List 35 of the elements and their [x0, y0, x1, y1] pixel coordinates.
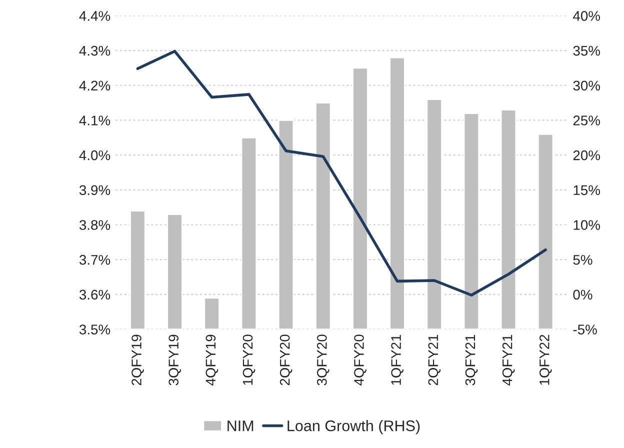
y2-tick-label: 30%	[573, 80, 600, 91]
x-tick-label: 4QFY19	[206, 334, 218, 386]
x-tick-label: 3QFY21	[465, 334, 478, 386]
y-tick-label: 4.4%	[79, 11, 110, 21]
x-tick-label: 2QFY19	[132, 334, 144, 386]
y-tick-label: 4.3%	[79, 46, 110, 56]
y2-tick-label: 0%	[573, 290, 592, 300]
y2-tick-label: 20%	[573, 150, 600, 160]
y-tick-label: 4.1%	[79, 116, 110, 126]
y2-tick-label: 35%	[573, 46, 600, 56]
legend-label: NIM	[228, 420, 254, 432]
y2-tick-label: 10%	[574, 220, 600, 230]
y2-tick-label: 40%	[573, 11, 600, 21]
y-tick-label: 3.9%	[79, 185, 110, 196]
y-tick-label: 3.7%	[79, 254, 110, 265]
x-tick-label: 1QFY21	[391, 334, 404, 385]
x-tick-label: 3QFY20	[316, 334, 330, 386]
y2-tick-label: 15%	[574, 185, 600, 196]
y2-tick-label: 25%	[573, 116, 600, 126]
x-tick-label: 2QFY21	[428, 334, 441, 386]
legend-label: Loan Growth (RHS)	[288, 420, 420, 434]
x-tick-label: 1QFY20	[242, 334, 256, 385]
line-series	[136, 50, 547, 297]
y-tick-label: 3.6%	[79, 290, 110, 300]
y-tick-label: 3.8%	[79, 220, 110, 230]
y2-tick-label: -5%	[573, 324, 597, 334]
x-tick-label: 3QFY19	[168, 334, 181, 386]
y-tick-label: 4.2%	[79, 80, 110, 90]
x-tick-label: 4QFY21	[502, 334, 515, 386]
y-tick-label: 4.0%	[79, 150, 110, 160]
x-tick-label: 2QFY20	[280, 334, 292, 386]
x-tick-label: 4QFY20	[354, 334, 366, 386]
x-tick-label: 1QFY22	[539, 334, 552, 385]
y2-tick-label: 5%	[573, 254, 592, 265]
y-tick-label: 3.5%	[79, 324, 110, 334]
